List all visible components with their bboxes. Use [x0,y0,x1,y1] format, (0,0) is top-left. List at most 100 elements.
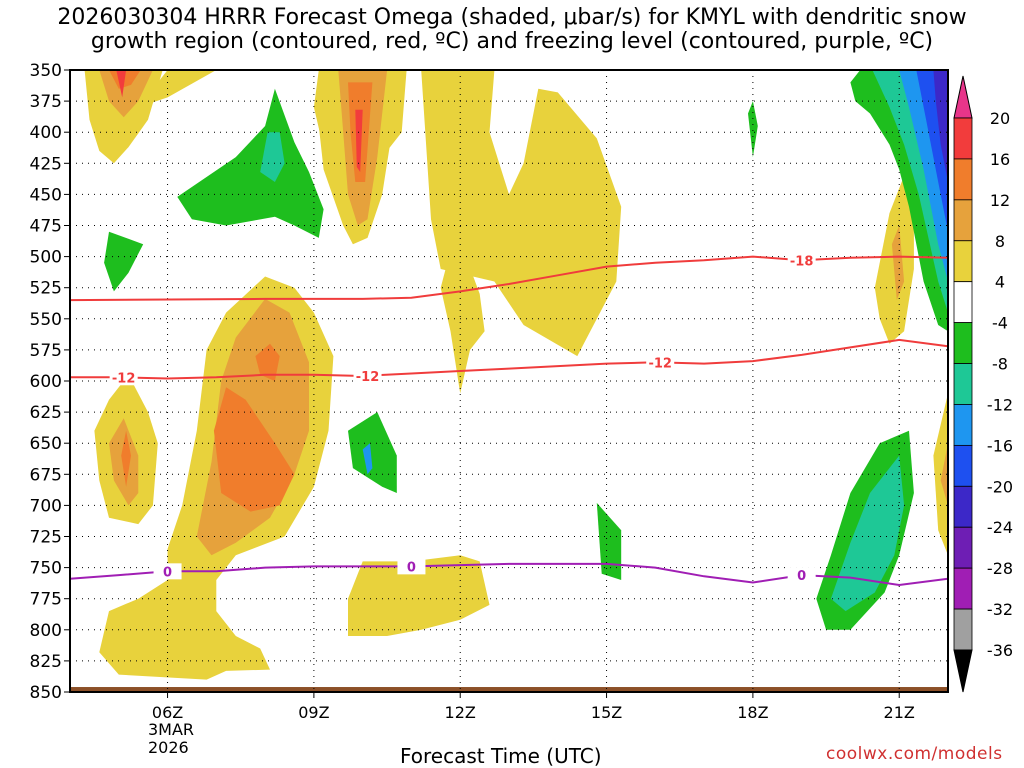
x-tick-label: 12Z [445,703,476,722]
contour-label: -12 [648,356,672,371]
contour-line-1 [70,338,948,380]
y-tick-label: 725 [30,528,62,548]
y-tick-label: 375 [30,92,62,112]
shaded-regions [84,70,948,680]
y-tick-label: 850 [30,683,62,703]
shaded-region-24 [596,502,622,580]
contour-label-bg [353,368,382,385]
colorbar-top-triangle [953,75,973,119]
colorbar-band [953,567,973,610]
y-tick-label: 525 [30,279,62,299]
contour-label-bg [787,567,816,584]
contour-label: -18 [790,254,814,269]
shaded-region-5 [104,231,144,292]
shaded-region-1 [99,70,153,118]
y-tick-label: 825 [30,652,62,672]
shaded-region-19 [213,387,295,512]
x-tick-label: 15Z [591,703,622,722]
colorbar-band [953,444,973,487]
contour-label: -12 [112,371,136,386]
colorbar-bottom-triangle [953,649,973,693]
x-axis-label: Forecast Time (UTC) [400,744,602,768]
contour-label: 0 [407,560,416,575]
colorbar-label: 12 [990,191,1010,210]
y-tick-label: 400 [30,123,62,143]
contour-label: 0 [163,565,172,580]
colorbar-label: 20 [990,109,1010,128]
y-tick-label: 775 [30,590,62,610]
colorbar-band [953,281,973,324]
x-tick-label: 06Z [152,703,183,722]
colorbar-band [953,363,973,405]
y-tick-label: 450 [30,185,62,205]
x-tick-label: 09Z [298,703,329,722]
colorbar-label: -20 [987,477,1013,496]
shaded-region-32 [933,70,948,182]
contour-label: 0 [797,569,806,584]
colorbar-label: -12 [987,395,1013,414]
colorbar-band [953,117,973,160]
colorbar-band [953,404,973,446]
date-label-year: 2026 [148,738,189,757]
contour-label-bg [787,252,816,269]
shaded-region-8 [318,70,622,357]
colorbar-label: -28 [987,559,1013,578]
colorbar-label: -8 [992,355,1008,374]
y-tick-label: 675 [30,465,62,485]
contour-label-bg [646,354,675,371]
shaded-region-20 [255,343,280,381]
shaded-region-7 [260,132,285,182]
y-tick-label: 475 [30,217,62,237]
colorbar-label: -4 [992,314,1008,333]
shaded-region-4 [138,70,217,108]
y-tick-label: 700 [30,496,62,516]
contour-label-bg [397,558,426,575]
date-label-day: 3MAR [148,720,195,739]
x-tick-label: 21Z [884,703,915,722]
y-tick-label: 625 [30,403,62,423]
shaded-region-34 [940,443,948,506]
contour-label: -12 [356,370,380,385]
contour-line-0 [70,255,948,302]
shaded-region-22 [362,443,373,475]
shaded-region-13 [440,267,485,394]
shaded-region-25 [748,101,758,158]
shaded-region-2 [109,70,141,89]
shaded-region-21 [348,412,397,493]
colorbar-label: -24 [987,518,1013,537]
watermark-link[interactable]: coolwx.com/models [826,744,1003,764]
y-tick-label: 500 [30,248,62,268]
terrain-band [70,687,948,692]
colorbar-band [953,485,973,528]
y-tick-label: 750 [30,559,62,579]
chart-title: 2026030304 HRRR Forecast Omega (shaded, … [57,5,967,54]
x-tick-label: 18Z [737,703,768,722]
shaded-region-12 [355,109,363,172]
shaded-region-36 [830,455,905,612]
y-tick-label: 350 [30,61,62,81]
colorbar-label: 4 [995,273,1005,292]
shaded-region-3 [116,70,127,98]
colorbar-band [953,158,973,201]
y-tick-label: 650 [30,434,62,454]
colorbar-band [953,608,973,651]
colorbar-label: -16 [987,436,1013,455]
shaded-region-16 [121,430,131,487]
colorbar-band [953,240,973,283]
y-tick-label: 550 [30,310,62,330]
colorbar-band [953,322,973,364]
colorbar-label: -36 [987,641,1013,660]
colorbar-label: -32 [987,600,1013,619]
y-tick-label: 425 [30,154,62,174]
y-tick-label: 800 [30,621,62,641]
contour-label-bg [109,369,138,386]
y-tick-label: 575 [30,341,62,361]
shaded-region-23 [348,555,490,636]
colorbar-label: 16 [990,150,1010,169]
colorbar-band [953,199,973,242]
y-tick-label: 600 [30,372,62,392]
colorbar-band [953,526,973,569]
contour-label-bg [153,563,182,580]
colorbar-label: 8 [995,232,1005,251]
